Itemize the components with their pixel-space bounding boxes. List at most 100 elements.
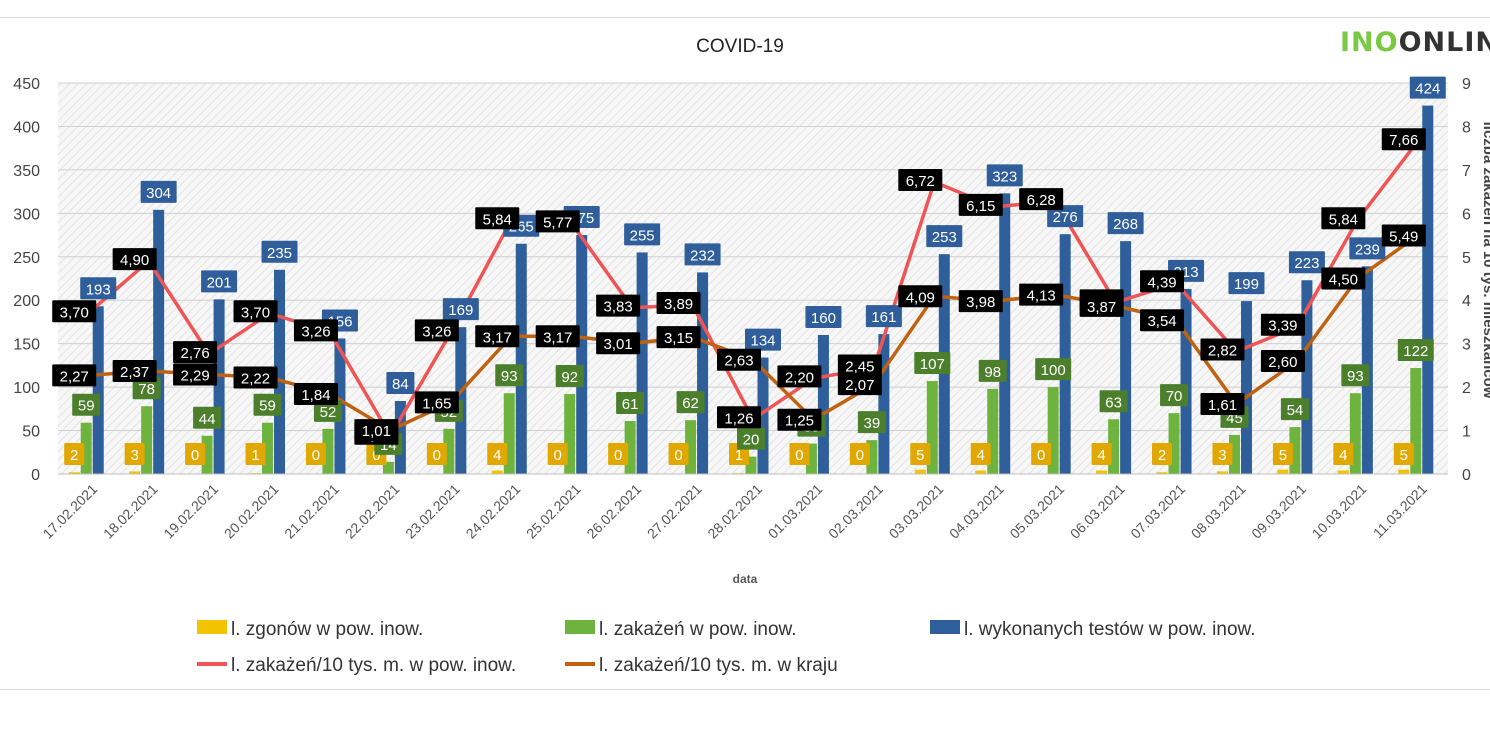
x-tick-label: 03.03.2021 xyxy=(886,481,947,542)
tests-data-label: 323 xyxy=(986,164,1023,187)
infections-data-label: 44 xyxy=(193,406,222,429)
rate_kraj-data-label: 1,25 xyxy=(777,408,822,431)
rate_kraj-data-label-bg xyxy=(52,364,97,387)
rate_pow-data-label-text: 6,28 xyxy=(1027,192,1056,209)
tests-data-label-bg xyxy=(624,223,661,246)
x-tick-label: 21.02.2021 xyxy=(281,481,342,542)
deaths-data-label: 0 xyxy=(426,443,447,465)
infections-data-label-bg xyxy=(313,399,342,422)
deaths-data-label: 0 xyxy=(668,443,689,465)
deaths-data-label-text: 0 xyxy=(1037,447,1045,464)
legend-label: l. zakażeń w pow. inow. xyxy=(599,619,797,640)
rate_pow-data-label: 1,26 xyxy=(717,406,761,429)
tests-bar xyxy=(1120,241,1132,474)
tests-data-label-text: 239 xyxy=(1355,241,1380,258)
y2-tick-label: 0 xyxy=(1462,467,1471,484)
x-tick-label: 22.02.2021 xyxy=(342,481,403,542)
rate_pow-data-label: 7,66 xyxy=(1381,128,1426,151)
rate_kraj-data-label: 3,17 xyxy=(535,325,580,348)
infections-bar xyxy=(1410,367,1422,474)
infections-bar xyxy=(262,422,274,474)
rate_pow-data-label: 3,70 xyxy=(233,300,278,323)
infections-data-label: 93 xyxy=(1341,364,1370,387)
deaths-data-label-bg xyxy=(789,443,810,465)
rate_pow-data-label-bg xyxy=(535,210,580,233)
tests-data-label-bg xyxy=(805,305,842,328)
rate_kraj-data-label-text: 4,13 xyxy=(1027,288,1056,305)
rate_pow-data-label: 2,76 xyxy=(173,341,218,364)
rate_kraj-data-label: 2,29 xyxy=(173,363,218,386)
rate_kraj-data-label-bg xyxy=(354,419,399,442)
deaths-bar xyxy=(1096,470,1108,474)
rate_kraj-data-label-text: 4,50 xyxy=(1329,272,1358,289)
rate_pow-data-label-bg xyxy=(293,319,338,342)
infections-bar xyxy=(80,422,92,474)
rate_pow-data-label-bg xyxy=(1200,338,1245,361)
infections-data-label-bg xyxy=(737,427,765,450)
rate_kraj-data-label: 5,49 xyxy=(1381,224,1426,247)
deaths-data-label-text: 4 xyxy=(1097,447,1105,464)
rate_pow-data-label-bg xyxy=(1140,270,1185,293)
rate_kraj-data-label-bg xyxy=(293,383,338,406)
deaths-data-label: 0 xyxy=(608,443,629,465)
infections-data-label-bg xyxy=(857,411,886,434)
deaths-data-label: 4 xyxy=(487,443,508,465)
deaths-bar xyxy=(1277,469,1289,474)
rate_kraj-data-label: 3,01 xyxy=(596,332,641,355)
rate_kraj-data-label: 4,09 xyxy=(898,285,943,308)
rate_kraj-data-label: 2,60 xyxy=(1260,350,1305,373)
deaths-bar xyxy=(1337,470,1349,474)
infections-bar xyxy=(987,388,999,474)
infections-bar xyxy=(866,440,878,474)
tests-data-label-bg xyxy=(1409,76,1446,99)
infections-data-label-text: 78 xyxy=(138,381,155,398)
tests-data-label-text: 268 xyxy=(1113,216,1138,233)
deaths-data-label-bg xyxy=(426,443,447,465)
infections-bar xyxy=(1228,434,1240,474)
deaths-data-label-text: 0 xyxy=(795,447,803,464)
rate_pow-data-label: 5,77 xyxy=(535,210,580,233)
legend-label: l. zakażeń/10 tys. m. w kraju xyxy=(599,655,838,676)
tests-data-label: 268 xyxy=(1107,212,1144,235)
tests-data-label: 161 xyxy=(865,305,902,328)
infections-data-label-bg xyxy=(978,359,1007,382)
rate_kraj-data-label: 3,54 xyxy=(1140,309,1185,332)
rate_pow-data-label: 6,72 xyxy=(898,169,943,192)
rate_pow-data-label-text: 7,66 xyxy=(1389,132,1418,149)
infections-bar xyxy=(745,456,757,474)
tests-data-label-text: 223 xyxy=(1294,255,1319,272)
tests-data-label-bg xyxy=(140,180,177,203)
x-tick-label: 17.02.2021 xyxy=(39,481,100,542)
infections-bar xyxy=(624,420,636,474)
rate_kraj-data-label-bg xyxy=(1019,283,1064,306)
rate_kraj-data-label-text: 1,01 xyxy=(362,423,391,440)
rate_kraj-data-label-text: 2,37 xyxy=(120,364,149,381)
tests-data-label-bg xyxy=(1349,237,1386,260)
rate_kraj-data-label: 1,01 xyxy=(354,419,399,442)
infections-data-label-text: 107 xyxy=(920,356,945,373)
deaths-data-label-bg xyxy=(547,443,568,465)
rate_pow-data-label-text: 3,83 xyxy=(604,299,633,316)
rate_kraj-data-label-text: 1,25 xyxy=(785,413,814,430)
infections-data-label: 78 xyxy=(132,377,161,400)
rate_kraj-data-label-text: 2,27 xyxy=(60,368,89,385)
deaths-data-label-text: 1 xyxy=(735,447,743,464)
rate_pow-data-label: 2,82 xyxy=(1200,338,1245,361)
infections-data-label: 98 xyxy=(978,359,1007,382)
rate_kraj-data-label: 4,50 xyxy=(1321,267,1366,290)
infections-data-label-bg xyxy=(616,391,645,414)
legend-item-rate_pow: l. zakażeń/10 tys. m. w pow. inow. xyxy=(197,655,516,676)
x-tick-label: 08.03.2021 xyxy=(1188,481,1249,542)
x-axis-label: data xyxy=(733,572,758,586)
inoonline-logo[interactable]: INOONLIN xyxy=(1340,27,1490,58)
legend: l. zgonów w pow. inow. l. zakażeń w pow. … xyxy=(197,619,1255,676)
legend-swatch xyxy=(197,620,227,634)
rate_kraj-data-label-bg xyxy=(656,326,701,349)
tests-data-label-text: 169 xyxy=(448,302,473,319)
legend-item-infections: l. zakażeń w pow. inow. xyxy=(565,619,797,640)
deaths-data-label-text: 0 xyxy=(856,447,864,464)
deaths-data-label-text: 0 xyxy=(614,447,622,464)
tests-data-label-bg xyxy=(865,305,902,328)
deaths-data-label-text: 0 xyxy=(554,447,562,464)
